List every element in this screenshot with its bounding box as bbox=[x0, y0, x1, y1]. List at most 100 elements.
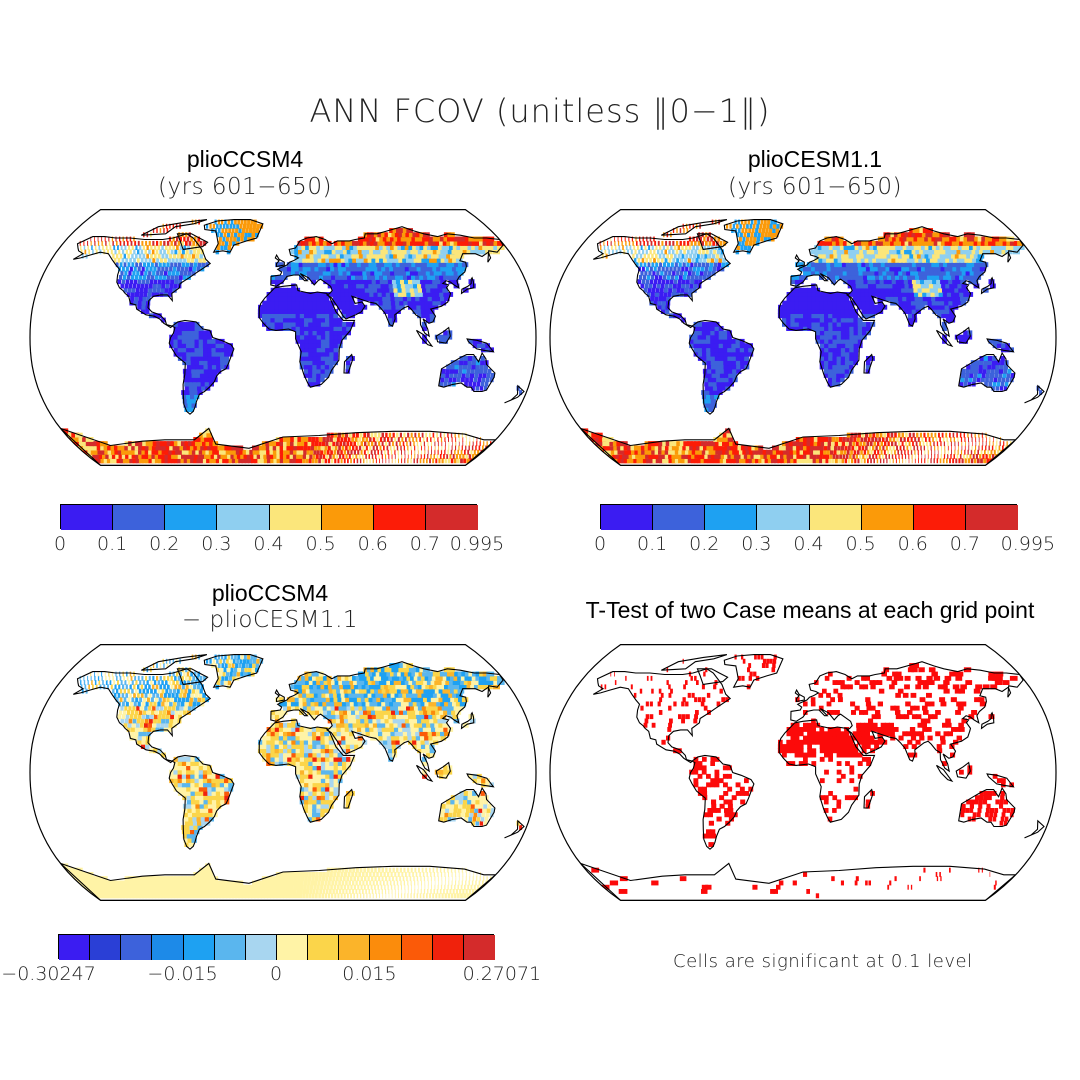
grid-cell bbox=[415, 275, 421, 280]
grid-cell bbox=[338, 454, 342, 459]
grid-cell bbox=[840, 356, 846, 361]
grid-cell bbox=[441, 245, 449, 250]
grid-cell bbox=[419, 232, 427, 238]
grid-cell bbox=[858, 445, 861, 451]
grid-cell bbox=[744, 240, 749, 246]
grid-cell bbox=[454, 368, 459, 374]
grid-cell bbox=[944, 304, 950, 310]
grid-cell bbox=[303, 449, 307, 455]
grid-cell bbox=[159, 249, 163, 255]
grid-cell bbox=[911, 304, 917, 310]
grid-cell bbox=[327, 893, 331, 899]
grid-cell bbox=[782, 449, 788, 455]
grid-cell bbox=[937, 249, 945, 255]
grid-cell bbox=[468, 338, 474, 344]
grid-cell bbox=[343, 893, 346, 899]
grid-cell bbox=[731, 343, 737, 349]
grid-cell bbox=[968, 377, 973, 383]
grid-cell bbox=[369, 292, 375, 297]
grid-cell bbox=[845, 347, 850, 353]
grid-cell bbox=[211, 343, 217, 349]
grid-cell bbox=[899, 275, 905, 280]
grid-cell bbox=[931, 300, 937, 306]
grid-cell bbox=[475, 385, 479, 391]
grid-cell bbox=[165, 245, 168, 250]
grid-cell bbox=[866, 321, 871, 327]
grid-cell bbox=[659, 245, 662, 250]
grid-cell bbox=[463, 245, 471, 250]
grid-cell bbox=[229, 223, 233, 229]
grid-cell bbox=[359, 893, 362, 899]
grid-cell bbox=[371, 454, 374, 459]
grid-cell bbox=[940, 240, 948, 246]
grid-cell bbox=[985, 377, 989, 383]
grid-cell bbox=[881, 266, 887, 272]
grid-cell bbox=[300, 437, 305, 442]
grid-cell bbox=[345, 309, 351, 314]
grid-cell bbox=[175, 275, 179, 280]
grid-cell bbox=[709, 249, 713, 255]
grid-cell bbox=[868, 283, 874, 289]
grid-cell bbox=[271, 275, 276, 280]
grid-cell bbox=[697, 334, 703, 340]
grid-cell bbox=[936, 279, 942, 285]
grid-cell bbox=[741, 240, 745, 246]
grid-cell bbox=[197, 454, 204, 459]
grid-cell bbox=[417, 313, 423, 319]
grid-cell bbox=[481, 249, 489, 255]
grid-cell bbox=[90, 236, 92, 242]
grid-cell bbox=[679, 240, 682, 246]
grid-cell bbox=[190, 343, 196, 349]
grid-cell bbox=[747, 454, 753, 459]
grid-cell bbox=[854, 270, 860, 276]
grid-cell bbox=[970, 458, 974, 464]
grid-cell bbox=[867, 458, 869, 464]
grid-cell bbox=[381, 441, 384, 447]
grid-cell bbox=[369, 296, 375, 302]
grid-cell bbox=[803, 317, 808, 323]
grid-cell bbox=[863, 253, 869, 259]
grid-cell bbox=[168, 270, 172, 276]
grid-cell bbox=[392, 283, 399, 289]
grid-cell bbox=[202, 330, 208, 336]
grid-cell bbox=[348, 445, 351, 451]
grid-cell bbox=[331, 283, 337, 289]
grid-cell bbox=[421, 449, 422, 455]
grid-cell bbox=[337, 458, 340, 464]
grid-cell bbox=[207, 445, 213, 451]
grid-cell bbox=[1039, 390, 1043, 395]
grid-cell bbox=[865, 266, 872, 272]
grid-cell bbox=[224, 228, 228, 233]
grid-cell bbox=[314, 266, 320, 272]
grid-cell bbox=[796, 458, 801, 464]
grid-cell bbox=[400, 236, 407, 242]
grid-cell bbox=[940, 309, 947, 314]
grid-cell bbox=[316, 330, 322, 336]
grid-cell bbox=[331, 249, 337, 255]
grid-cell bbox=[716, 458, 723, 464]
grid-cell bbox=[979, 454, 982, 459]
grid-cell bbox=[862, 326, 867, 331]
grid-cell bbox=[383, 304, 389, 310]
grid-cell bbox=[891, 257, 897, 263]
grid-cell bbox=[377, 292, 383, 297]
grid-cell bbox=[832, 356, 838, 361]
grid-cell bbox=[342, 441, 346, 447]
grid-cell bbox=[878, 437, 881, 442]
grid-cell bbox=[448, 266, 455, 272]
grid-cell bbox=[324, 313, 330, 319]
grid-cell bbox=[760, 219, 764, 225]
grid-cell bbox=[708, 232, 711, 238]
grid-cell bbox=[696, 245, 699, 250]
grid-cell bbox=[713, 390, 719, 395]
grid-cell bbox=[350, 249, 356, 255]
grid-cell bbox=[395, 300, 401, 306]
grid-cell bbox=[921, 245, 928, 250]
grid-cell bbox=[987, 356, 993, 361]
grid-cell bbox=[641, 257, 645, 263]
grid-cell bbox=[920, 236, 927, 242]
grid-cell bbox=[358, 253, 365, 259]
grid-cell bbox=[420, 304, 426, 310]
grid-cell bbox=[334, 445, 338, 451]
grid-cell bbox=[202, 458, 209, 464]
